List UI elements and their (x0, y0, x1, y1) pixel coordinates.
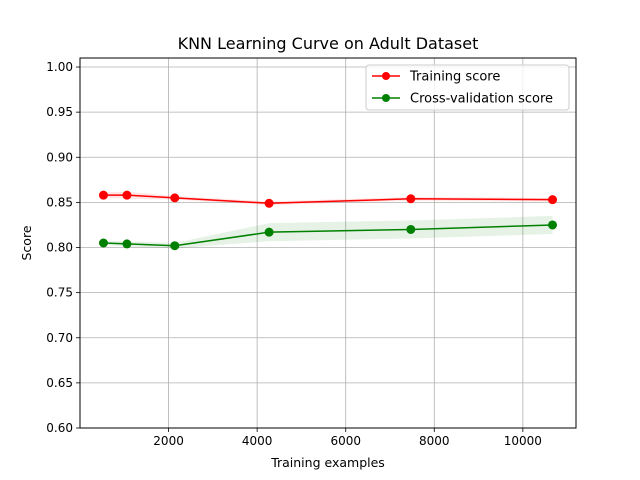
cross-validation-score-point (406, 224, 416, 234)
y-axis-label: Score (19, 225, 34, 260)
legend-box (365, 64, 570, 111)
y-tick-label: 0.80 (46, 241, 73, 255)
plot-frame (79, 57, 577, 429)
y-tick-label: 0.95 (46, 105, 73, 119)
legend-swatch-marker (382, 72, 390, 80)
cross-validation-score-point (122, 239, 132, 249)
plot-area (80, 58, 576, 428)
y-tick-label: 0.65 (46, 376, 73, 390)
x-tick-label: 4000 (242, 434, 273, 448)
training-score-point (406, 194, 416, 204)
x-tick-label: 2000 (153, 434, 184, 448)
x-tick-label: 10000 (504, 434, 542, 448)
y-tick-label: 0.70 (46, 331, 73, 345)
y-tick-label: 0.90 (46, 150, 73, 164)
training-score-point (98, 190, 108, 200)
legend-label: Training score (409, 70, 500, 85)
cross-validation-score-point (170, 241, 180, 251)
cross-validation-score-point (98, 238, 108, 248)
y-tick-label: 1.00 (46, 60, 73, 74)
training-score-point (548, 195, 558, 205)
chart-title: KNN Learning Curve on Adult Dataset (178, 34, 479, 53)
training-score-point (170, 193, 180, 203)
y-axis-ticks: 0.60 0.65 0.70 0.75 0.80 0.85 0.90 0.95 1.00 (46, 60, 80, 435)
training-score-band (103, 191, 553, 206)
x-axis-ticks: 2000 4000 6000 8000 10000 (153, 428, 542, 448)
y-tick-label: 0.75 (46, 286, 73, 300)
y-tick-label: 0.85 (46, 195, 73, 209)
x-tick-label: 6000 (330, 434, 361, 448)
cross-validation-score-point (264, 227, 274, 237)
x-tick-label: 8000 (419, 434, 450, 448)
series-markers (98, 190, 558, 251)
x-axis-label: Training examples (270, 455, 385, 470)
legend: Training score Cross-validation score (365, 64, 570, 111)
training-score-point (264, 198, 274, 208)
training-score-point (122, 190, 132, 200)
legend-swatch-marker (382, 94, 390, 102)
cross-validation-score-point (548, 220, 558, 230)
y-tick-label: 0.60 (46, 421, 73, 435)
legend-label: Cross-validation score (410, 92, 553, 107)
